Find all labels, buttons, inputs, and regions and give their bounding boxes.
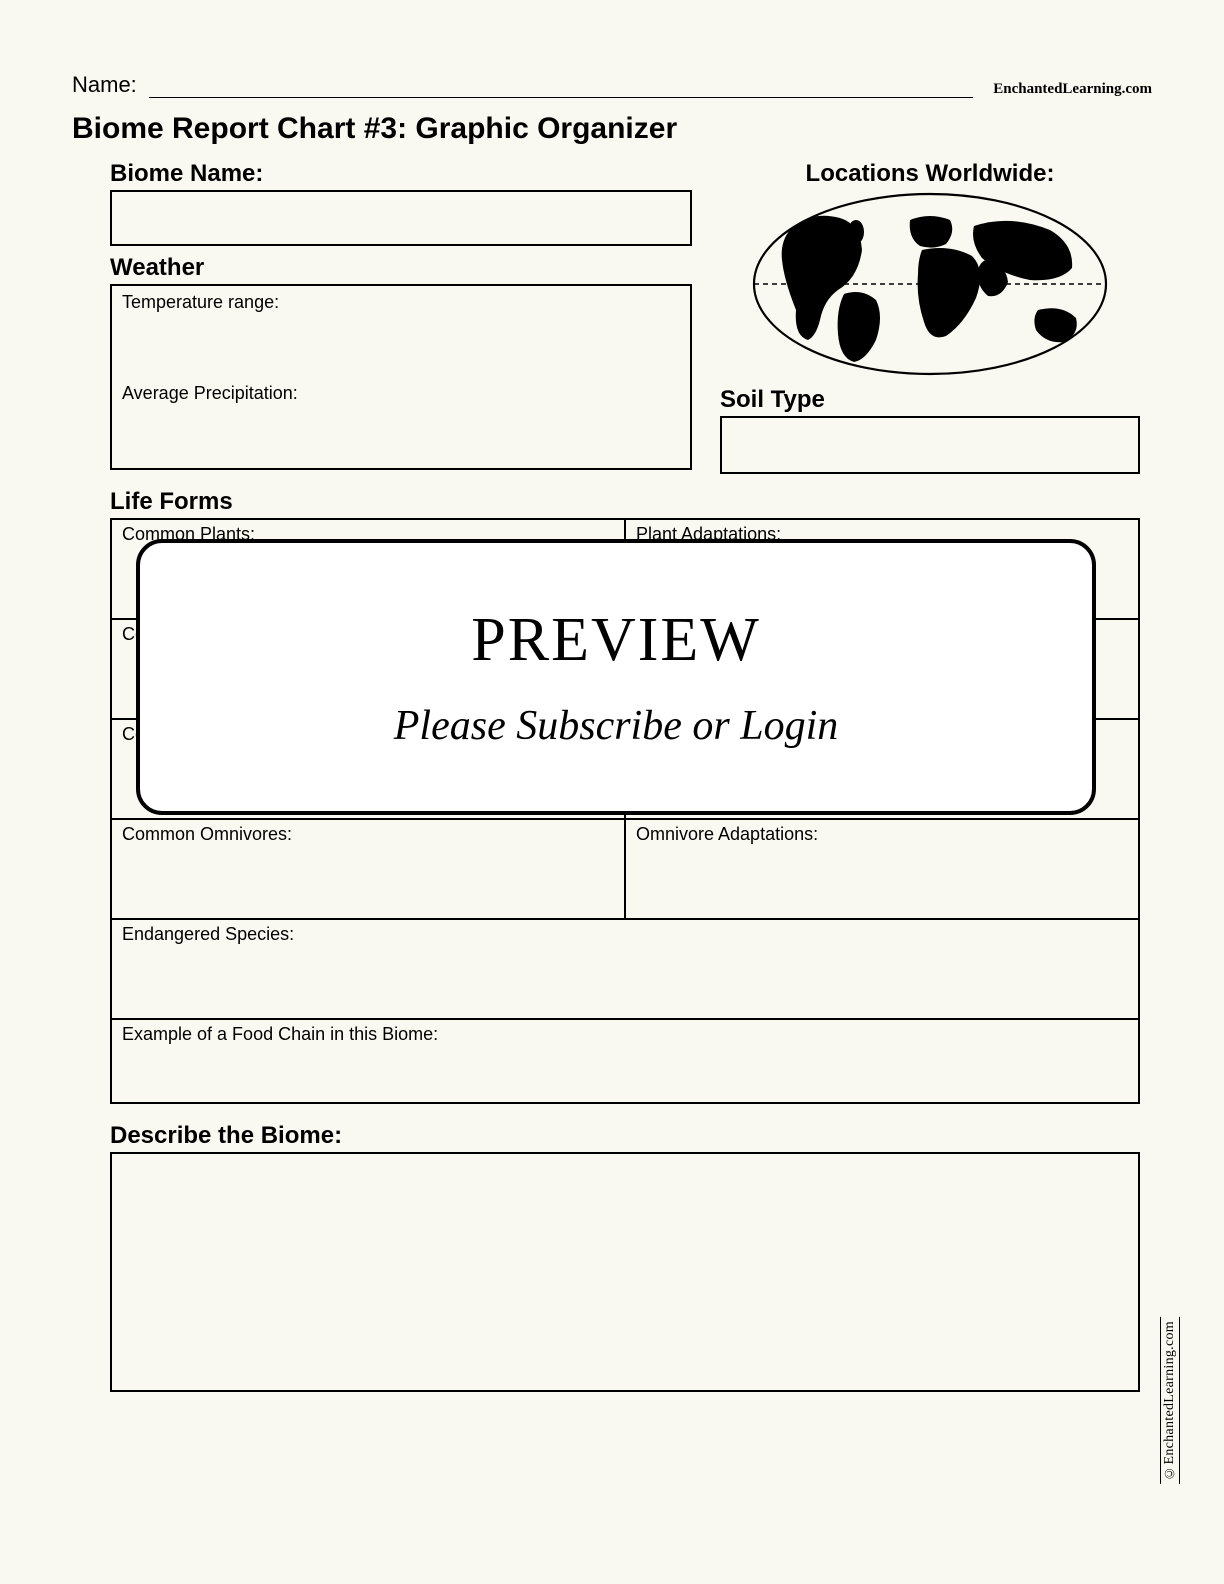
soil-box[interactable]	[720, 416, 1140, 474]
world-map	[720, 190, 1140, 378]
cell-food-chain[interactable]: Example of a Food Chain in this Biome:	[111, 1019, 1139, 1103]
name-label: Name:	[72, 72, 137, 98]
right-column: Locations Worldwide:	[720, 160, 1140, 474]
temp-range-label: Temperature range:	[122, 292, 680, 313]
soil-label: Soil Type	[720, 386, 1140, 414]
lifeforms-label: Life Forms	[110, 488, 1140, 516]
describe-label: Describe the Biome:	[110, 1122, 1140, 1150]
precip-label: Average Precipitation:	[122, 383, 680, 404]
page-title: Biome Report Chart #3: Graphic Organizer	[72, 112, 1152, 146]
table-row: Example of a Food Chain in this Biome:	[111, 1019, 1139, 1103]
table-row: Common Omnivores: Omnivore Adaptations:	[111, 819, 1139, 919]
biome-name-box[interactable]	[110, 190, 692, 246]
locations-label: Locations Worldwide:	[720, 160, 1140, 188]
cell-common-omni[interactable]: Common Omnivores:	[111, 819, 625, 919]
preview-overlay: PREVIEW Please Subscribe or Login	[136, 539, 1096, 815]
left-column: Biome Name: Weather Temperature range: A…	[110, 160, 692, 474]
site-brand: EnchantedLearning.com	[993, 81, 1152, 98]
cell-endangered[interactable]: Endangered Species:	[111, 919, 1139, 1019]
describe-box[interactable]	[110, 1152, 1140, 1392]
table-row: Endangered Species:	[111, 919, 1139, 1019]
cell-omni-adapt[interactable]: Omnivore Adaptations:	[625, 819, 1139, 919]
overlay-subtitle: Please Subscribe or Login	[394, 702, 838, 750]
weather-label: Weather	[110, 254, 692, 282]
name-input-line[interactable]	[149, 76, 973, 98]
overlay-title: PREVIEW	[471, 605, 761, 676]
world-map-icon	[750, 190, 1110, 378]
upper-columns: Biome Name: Weather Temperature range: A…	[110, 160, 1140, 474]
name-row: Name: EnchantedLearning.com	[72, 72, 1152, 98]
biome-name-label: Biome Name:	[110, 160, 692, 188]
weather-box[interactable]: Temperature range: Average Precipitation…	[110, 284, 692, 470]
copyright-vertical: ©EnchantedLearning.com	[1160, 1317, 1180, 1484]
